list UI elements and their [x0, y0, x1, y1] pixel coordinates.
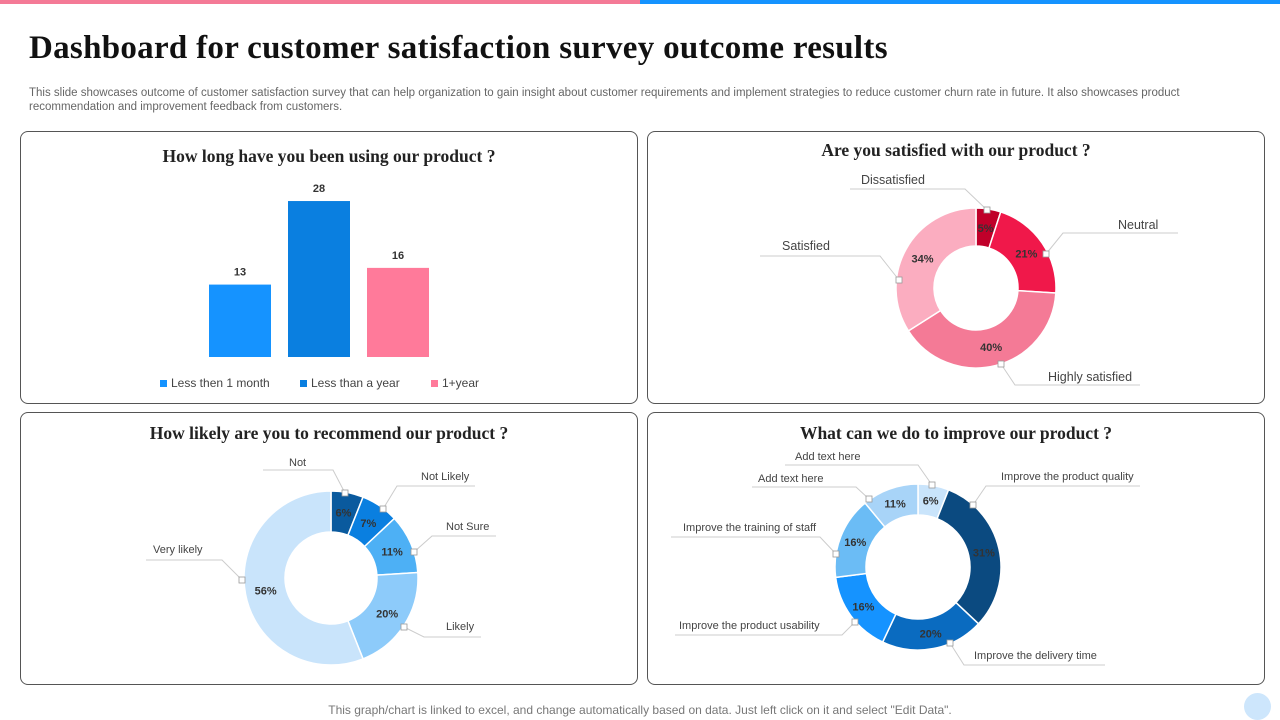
leader-line	[1045, 232, 1178, 255]
legend-swatch	[431, 379, 438, 387]
category-label: Not	[289, 457, 306, 469]
percent-label: 21%	[1015, 249, 1037, 261]
legend-swatch	[160, 379, 167, 387]
leader-line	[671, 536, 837, 555]
page-description: This slide showcases outcome of customer…	[29, 87, 1180, 113]
leader-line	[403, 626, 481, 638]
leader-marker	[400, 623, 408, 631]
leader-line	[146, 559, 243, 581]
bar	[209, 284, 271, 357]
percent-label: 6%	[923, 496, 939, 508]
leader-marker	[928, 481, 936, 489]
chart-title: How long have you been using our product…	[162, 146, 496, 166]
category-label: Very likely	[153, 544, 203, 556]
category-label: Improve the delivery time	[974, 650, 1097, 662]
donut-slice	[864, 483, 919, 528]
percent-label: 20%	[376, 609, 398, 621]
category-label: Satisfied	[782, 239, 830, 253]
leader-line	[1000, 363, 1140, 386]
leader-marker	[410, 548, 418, 556]
leader-line	[949, 642, 1105, 666]
leader-line	[675, 621, 856, 636]
leader-marker	[832, 550, 840, 558]
legend-item: 1+year	[431, 376, 479, 390]
category-label: Highly satisfied	[1048, 370, 1132, 384]
donut-slice	[907, 289, 1057, 369]
chart-title: Are you satisfied with our product ?	[821, 140, 1091, 160]
legend-swatch	[300, 379, 307, 387]
top-accent-bar-pink	[0, 0, 640, 4]
percent-label: 31%	[973, 547, 995, 559]
leader-line	[263, 469, 346, 494]
leader-marker	[895, 276, 903, 284]
bar	[288, 201, 350, 357]
leader-marker	[238, 576, 246, 584]
data-label: 16	[392, 250, 404, 262]
percent-label: 40%	[980, 342, 1002, 354]
leader-marker	[341, 489, 349, 497]
leader-line	[760, 255, 900, 281]
leader-line	[413, 535, 496, 553]
leader-marker	[851, 618, 859, 626]
leader-line	[785, 464, 933, 486]
leader-marker	[865, 495, 873, 503]
footer-note: This graph/chart is linked to excel, and…	[328, 703, 952, 717]
donut-slice	[881, 601, 980, 651]
category-label: Not Sure	[446, 521, 489, 533]
category-label: Not Likely	[421, 471, 470, 483]
legend-label: Less then 1 month	[171, 376, 270, 390]
category-label: Add text here	[795, 451, 860, 463]
percent-label: 6%	[336, 508, 352, 520]
legend-label: Less than a year	[311, 376, 400, 390]
leader-marker	[1042, 250, 1050, 258]
top-accent-bar-blue	[640, 0, 1280, 4]
percent-label: 11%	[381, 547, 403, 559]
leader-marker	[946, 639, 954, 647]
leader-line	[972, 485, 1140, 506]
donut-slice	[243, 490, 365, 666]
percent-label: 34%	[912, 254, 934, 266]
percent-label: 16%	[852, 602, 874, 614]
donut-slice	[895, 207, 977, 332]
leader-marker	[969, 501, 977, 509]
chart-title: What can we do to improve our product ?	[799, 423, 1113, 443]
page-title: Dashboard for customer satisfaction surv…	[29, 30, 888, 66]
leader-marker	[983, 206, 991, 214]
leader-line	[850, 188, 988, 211]
leader-marker	[997, 360, 1005, 368]
decorative-circle	[1244, 693, 1271, 720]
leader-line	[752, 486, 870, 500]
legend-item: Less then 1 month	[160, 376, 270, 390]
leader-marker	[379, 505, 387, 513]
category-label: Improve the product usability	[679, 620, 820, 632]
percent-label: 20%	[920, 628, 942, 640]
percent-label: 7%	[360, 518, 376, 530]
category-label: Dissatisfied	[861, 173, 925, 187]
data-label: 28	[313, 183, 325, 195]
category-label: Neutral	[1118, 218, 1158, 232]
donut-slice	[936, 488, 1002, 625]
chart-title: How likely are you to recommend our prod…	[149, 423, 509, 443]
percent-label: 11%	[884, 498, 906, 510]
bar	[367, 267, 429, 357]
percent-label: 56%	[255, 585, 277, 597]
category-label: Improve the training of staff	[683, 522, 817, 534]
category-label: Add text here	[758, 473, 823, 485]
leader-line	[382, 485, 475, 510]
percent-label: 5%	[978, 223, 994, 235]
percent-label: 16%	[844, 537, 866, 549]
legend-item: Less than a year	[300, 376, 400, 390]
legend-label: 1+year	[442, 376, 480, 390]
category-label: Likely	[446, 621, 475, 633]
category-label: Improve the product quality	[1001, 471, 1134, 483]
data-label: 13	[234, 267, 246, 279]
